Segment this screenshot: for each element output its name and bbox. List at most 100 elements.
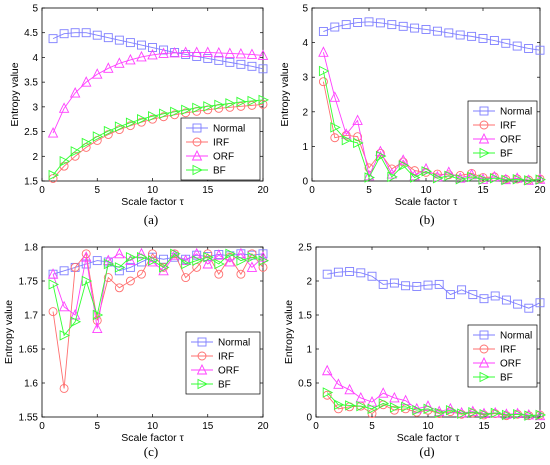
x-axis-label: Scale factor τ [121, 196, 184, 208]
data-point-orf [333, 378, 344, 389]
legend-label-irf: IRF [213, 138, 229, 149]
data-point-normal [114, 35, 124, 45]
data-point-normal [412, 281, 422, 291]
data-point-orf [489, 406, 501, 418]
legend-marker-normal [192, 123, 202, 133]
legend-marker-bf [479, 147, 491, 159]
data-point-orf [202, 46, 213, 57]
chart-panel-a: 0 5 10 15 20 1.5 2 2.5 3 3.5 4 4.5 5 Scale factor τ En… [9, 4, 270, 227]
y-tick-label: 1 [306, 345, 312, 356]
series-normal [318, 17, 545, 55]
x-tick-label: 20 [534, 421, 546, 432]
data-point-bf [159, 262, 170, 273]
legend-label-irf: IRF [218, 352, 234, 363]
data-point-orf [92, 322, 103, 334]
data-point-normal [192, 250, 202, 260]
data-point-normal [70, 28, 80, 38]
data-point-orf [246, 261, 258, 272]
legend-label-irf: IRF [500, 345, 516, 356]
data-point-orf [114, 247, 125, 259]
legend-label-orf: ORF [218, 366, 239, 377]
series-bf [48, 248, 270, 341]
y-tick-label: 1.55 [19, 413, 39, 424]
y-tick-label: 3 [32, 102, 38, 113]
data-point-orf [158, 47, 169, 58]
data-point-bf [524, 175, 535, 186]
data-point-normal [445, 290, 455, 300]
data-point-normal [247, 61, 257, 71]
data-point-bf [524, 410, 535, 421]
data-point-irf [318, 77, 328, 87]
x-tick-label: 10 [422, 421, 434, 432]
data-point-bf [70, 316, 82, 328]
data-point-normal [225, 57, 235, 67]
data-point-bf [535, 174, 547, 185]
data-point-orf [235, 47, 247, 59]
data-point-bf [345, 400, 356, 411]
data-point-bf [192, 255, 203, 266]
x-tick-label: 15 [477, 185, 489, 196]
data-point-normal [512, 41, 522, 51]
data-point-orf [47, 268, 59, 279]
data-point-orf [224, 255, 236, 267]
data-point-bf [203, 101, 214, 112]
data-point-normal [318, 27, 328, 36]
data-point-orf [158, 264, 169, 276]
legend-marker-orf [478, 132, 490, 144]
legend-label-orf: ORF [213, 152, 234, 163]
data-point-bf [81, 137, 93, 149]
data-point-bf [170, 248, 181, 260]
legend-label-bf: BF [500, 149, 513, 160]
data-point-irf [136, 269, 146, 279]
data-point-normal [136, 40, 146, 50]
data-point-normal [341, 20, 351, 30]
y-tick-label: 0 [306, 413, 312, 424]
data-point-bf [389, 402, 401, 413]
data-point-normal [92, 30, 102, 40]
legend-marker-normal [479, 330, 489, 340]
data-point-normal [353, 18, 363, 27]
data-point-bf [410, 172, 421, 183]
y-tick-label: 2 [302, 107, 308, 118]
data-point-orf [103, 62, 114, 73]
y-tick-label: 1.6 [24, 379, 38, 390]
data-point-normal [125, 262, 135, 272]
data-point-orf [377, 387, 389, 398]
data-point-bf [247, 251, 258, 263]
legend-marker-normal [197, 337, 207, 347]
data-point-bf [364, 172, 376, 183]
data-point-bf [92, 309, 104, 321]
data-point-orf [340, 128, 352, 139]
series-line-bf [322, 70, 541, 181]
legend: Normal IRF ORF BF [180, 117, 261, 181]
data-point-normal [48, 34, 58, 44]
legend-label-bf: BF [218, 380, 231, 391]
y-tick-label: 4 [32, 53, 38, 64]
data-point-bf [513, 409, 524, 420]
data-point-orf [534, 173, 546, 184]
y-tick-label: 2.5 [298, 243, 312, 254]
x-tick-label: 5 [94, 185, 100, 196]
data-point-irf [103, 273, 113, 283]
data-point-bf [170, 106, 181, 118]
data-point-orf [58, 300, 70, 312]
data-point-normal [387, 20, 397, 30]
data-point-orf [169, 46, 180, 58]
data-point-orf [397, 154, 409, 165]
data-point-normal [478, 33, 488, 43]
legend-marker-bf [479, 371, 491, 383]
data-point-normal [401, 281, 411, 291]
y-tick-label: 0 [302, 177, 308, 188]
data-point-normal [501, 38, 511, 48]
data-point-bf [401, 401, 412, 413]
data-point-bf [432, 173, 444, 184]
data-point-normal [468, 290, 478, 300]
data-point-normal [524, 303, 534, 313]
data-point-orf [500, 173, 512, 185]
data-point-orf [80, 251, 92, 262]
data-point-bf [136, 251, 148, 263]
y-tick-label: 4 [302, 38, 308, 49]
data-point-bf [148, 111, 159, 122]
data-point-orf [125, 254, 136, 266]
